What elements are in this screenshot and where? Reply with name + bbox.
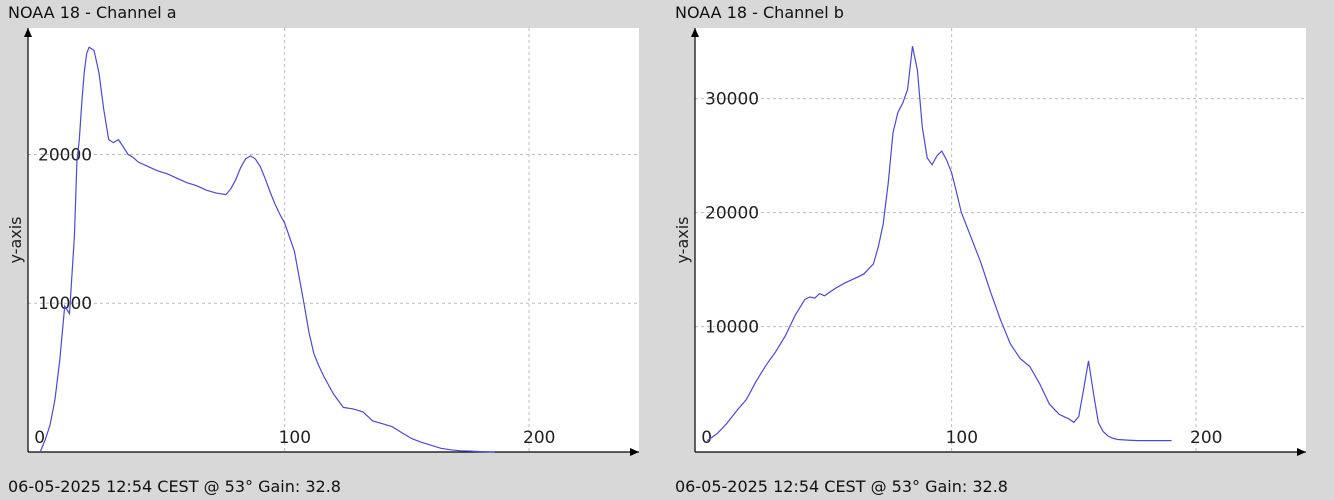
- y-tick-label: 20000: [38, 145, 92, 165]
- y-axis-arrow: [691, 28, 699, 37]
- chart-caption: 06-05-2025 12:54 CEST @ 53° Gain: 32.8: [8, 477, 341, 496]
- series-line: [39, 46, 495, 453]
- y-tick-label: 30000: [705, 90, 759, 110]
- plot-background: [28, 28, 639, 452]
- y-tick-label: 20000: [705, 204, 759, 224]
- x-tick-label: 0: [34, 428, 45, 448]
- chart-title: NOAA 18 - Channel b: [675, 3, 844, 22]
- y-axis-arrow: [24, 28, 32, 37]
- x-tick-label: 200: [1190, 428, 1222, 448]
- chart-panel-channel-a: 0 100 200 10000 20000 y-axis NOAA 18 - Channe…: [6, 3, 639, 496]
- series-line: [706, 46, 1172, 442]
- chart-caption: 06-05-2025 12:54 CEST @ 53° Gain: 32.8: [675, 477, 1008, 496]
- plot-background: [695, 28, 1306, 452]
- plot-area-channel-a: 0 100 200 10000 20000 y-axis: [6, 28, 639, 456]
- x-tick-label: 100: [279, 428, 311, 448]
- y-tick-label: 10000: [705, 318, 759, 338]
- x-axis-arrow: [630, 448, 639, 456]
- x-tick-label: 0: [701, 428, 712, 448]
- chart-panel-channel-b: 0 100 200 10000 20000 30000 y-axis NOAA 18 - C…: [667, 0, 1334, 500]
- x-tick-label: 200: [523, 428, 555, 448]
- y-axis-label: y-axis: [673, 216, 692, 263]
- y-axis-label: y-axis: [6, 216, 25, 263]
- y-tick-label: 10000: [38, 294, 92, 314]
- x-tick-label: 100: [946, 428, 978, 448]
- plot-area-channel-b: 0 100 200 10000 20000 30000 y-axis: [673, 28, 1306, 456]
- x-axis-arrow: [1297, 448, 1306, 456]
- chart-title: NOAA 18 - Channel a: [8, 3, 177, 22]
